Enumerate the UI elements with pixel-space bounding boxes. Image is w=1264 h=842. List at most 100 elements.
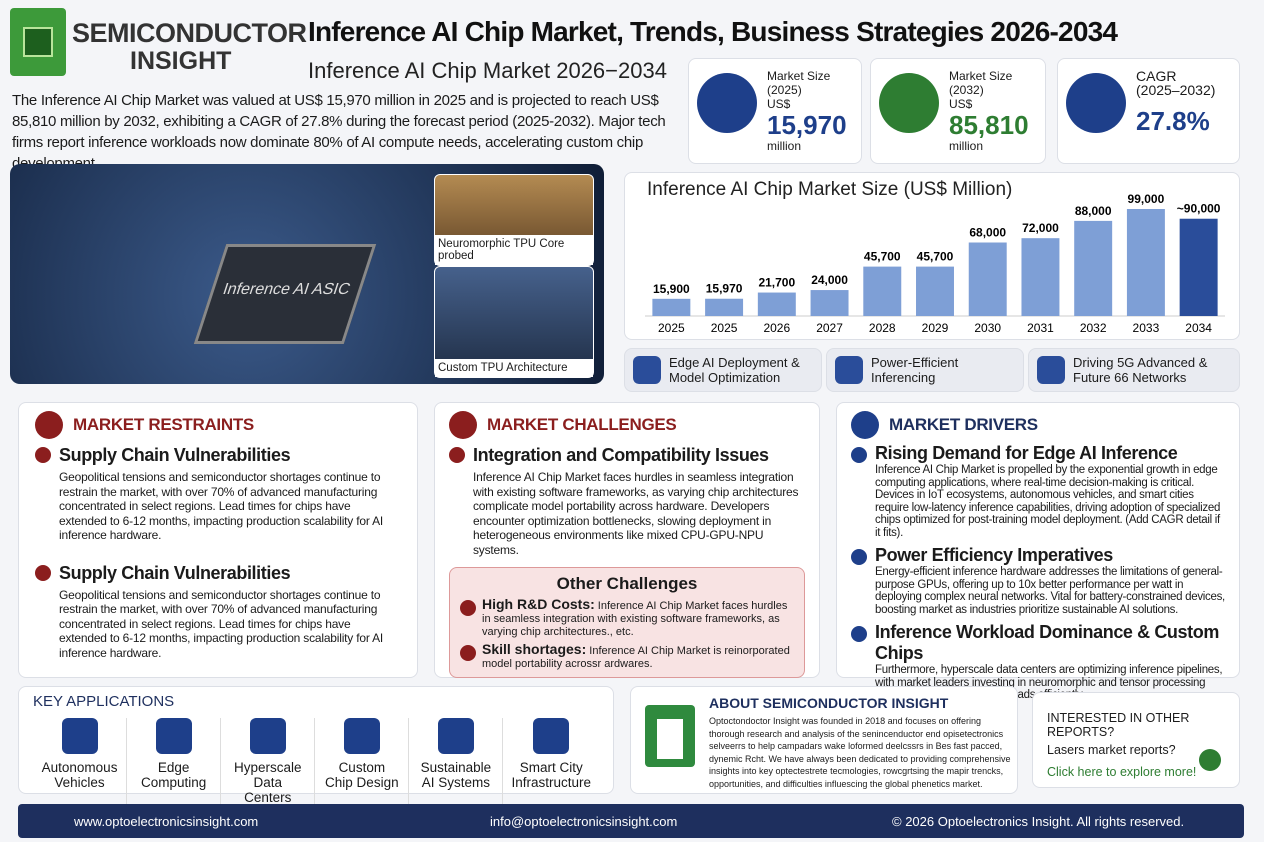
- feature: Edge AI Deployment & Model Optimization: [624, 348, 822, 392]
- about-text: Optoctondoctor Insight was founded in 20…: [709, 716, 1011, 789]
- item-text: Geopolitical tensions and semiconductor …: [59, 470, 384, 542]
- stat-scale: million: [767, 139, 802, 153]
- stat-card: Market Size (2032) US$ 85,810 million: [870, 58, 1046, 164]
- stat-icon: [879, 73, 939, 133]
- bullet: [449, 447, 465, 463]
- item-text: Inference AI Chip Market faces hurdles i…: [473, 470, 799, 557]
- inset-top: Neuromorphic TPU Core probed: [434, 174, 594, 266]
- application: Smart City Infrastructure: [502, 718, 599, 805]
- bar: [916, 266, 954, 316]
- apps-row: Autonomous Vehicles Edge Computing Hypersc…: [33, 718, 599, 805]
- section-icon: [35, 411, 63, 439]
- bar-chart: Inference AI Chip Market Size (US$ Milli…: [624, 172, 1240, 340]
- stat-unit: US$: [949, 97, 973, 111]
- bullet: [460, 645, 476, 661]
- stat-period: (2032): [949, 83, 984, 97]
- bullet: [460, 600, 476, 616]
- item-heading: Supply Chain Vulnerabilities: [59, 445, 291, 465]
- bar: [1126, 209, 1165, 316]
- restraints-panel: MARKET RESTRAINTS Supply Chain Vulnerabil…: [18, 402, 418, 678]
- cta-arrow[interactable]: [1199, 749, 1221, 771]
- applications-panel: KEY APPLICATIONS Autonomous Vehicles Edge …: [18, 686, 614, 805]
- stat-icon: [697, 73, 757, 133]
- section-header: MARKET RESTRAINTS: [35, 411, 401, 439]
- x-tick-label: 2030: [974, 321, 1001, 335]
- intro: The Inference AI Chip Market was valued …: [12, 92, 666, 172]
- logo-line1: SEMICONDUCTOR: [72, 18, 307, 48]
- item-text: Inference AI Chip Market is propelled by…: [875, 464, 1221, 539]
- stat-card: Market Size (2025) US$ 15,970 million: [688, 58, 862, 164]
- section-header: MARKET DRIVERS: [851, 411, 1225, 439]
- apps-title: KEY APPLICATIONS: [33, 693, 175, 710]
- feature-icon: [835, 356, 863, 384]
- cta-panel: INTERESTED IN OTHER REPORTS? Lasers mark…: [1032, 692, 1240, 788]
- cta-link[interactable]: Click here to explore more!: [1047, 765, 1197, 779]
- x-tick-label: 2033: [1133, 321, 1160, 335]
- x-tick-label: 2034: [1185, 321, 1212, 335]
- feature-icon: [1037, 356, 1065, 384]
- bar: [810, 290, 849, 316]
- bullet: [851, 626, 867, 642]
- section-title: MARKET RESTRAINTS: [73, 415, 254, 434]
- bar: [652, 298, 691, 316]
- stat-card: CAGR (2025–2032) 27.8%: [1057, 58, 1240, 164]
- stat-value: 85,810: [949, 110, 1029, 140]
- x-tick-label: 2026: [763, 321, 790, 335]
- other-text: Inference AI Chip Market is reinorporate…: [482, 645, 790, 670]
- about-panel: ABOUT SEMICONDUCTOR INSIGHT Optoctondoct…: [630, 686, 1018, 794]
- bar: [1179, 218, 1218, 316]
- chart-title: Inference AI Chip Market Size (US$ Milli…: [647, 179, 1012, 200]
- stat-scale: million: [949, 139, 984, 153]
- other-term: Skill shortages:: [482, 641, 587, 657]
- drivers-panel: MARKET DRIVERS Rising Demand for Edge AI …: [836, 402, 1240, 701]
- section-header: MARKET CHALLENGES: [449, 411, 805, 439]
- item-text: Energy-efficient inference hardware addr…: [875, 566, 1225, 616]
- section-title: MARKET DRIVERS: [889, 415, 1038, 434]
- feature-icon: [633, 356, 661, 384]
- app-icon: [249, 718, 286, 754]
- item-body: Power Efficiency Imperatives Energy-effic…: [875, 541, 1225, 616]
- item-heading: Integration and Compatibility Issues: [473, 445, 769, 465]
- application: Custom Chip Design: [314, 718, 408, 805]
- section-icon: [449, 411, 477, 439]
- stat-icon: [1066, 73, 1126, 133]
- application: Sustainable AI Systems: [408, 718, 502, 805]
- item: Power Efficiency Imperatives Energy-effic…: [851, 541, 1225, 616]
- value-label: ~90,000: [1177, 202, 1221, 216]
- other-challenges: Other Challenges High R&D Costs: Inference…: [449, 567, 805, 678]
- chip-label: Inference AI ASIC: [193, 244, 377, 344]
- website[interactable]: www.optoelectronicsinsight.com: [74, 814, 259, 829]
- item-body: Integration and Compatibility Issues Infe…: [473, 439, 805, 557]
- bar: [863, 266, 902, 316]
- feature: Driving 5G Advanced & Future 66 Networks: [1028, 348, 1240, 392]
- app-icon: [155, 718, 192, 754]
- cta-sub: Lasers market reports?: [1047, 743, 1176, 757]
- other-item: High R&D Costs: Inference AI Chip Market …: [460, 596, 794, 639]
- app-icon: [437, 718, 474, 754]
- app-icon: [61, 718, 98, 754]
- feature-text: Power-Efficient Inferencing: [871, 355, 959, 385]
- item-body: Rising Demand for Edge AI Inference Infer…: [875, 439, 1225, 539]
- app-label: Smart City Infrastructure: [511, 760, 591, 790]
- other-body: High R&D Costs: Inference AI Chip Market …: [482, 596, 794, 639]
- inset-bottom: Custom TPU Architecture: [434, 266, 594, 378]
- bullet: [35, 447, 51, 463]
- feature-text: Edge AI Deployment & Model Optimization: [669, 355, 800, 385]
- app-icon: [533, 718, 570, 754]
- value-label: 24,000: [811, 273, 848, 287]
- x-tick-label: 2032: [1080, 321, 1107, 335]
- logo-line2: INSIGHT: [130, 47, 232, 75]
- bar: [1074, 220, 1113, 316]
- item-body: Inference Workload Dominance & Custom Ch…: [875, 618, 1225, 702]
- bar: [757, 292, 796, 316]
- item-heading: Power Efficiency Imperatives: [875, 545, 1113, 565]
- value-label: 68,000: [969, 226, 1006, 240]
- email[interactable]: info@optoelectronicsinsight.com: [490, 814, 678, 829]
- other-body: Skill shortages: Inference AI Chip Market…: [482, 641, 794, 671]
- bullet: [35, 564, 51, 581]
- chip-image: Inference AI ASIC Neuromorphic TPU Core …: [10, 164, 604, 384]
- other-term: High R&D Costs:: [482, 596, 595, 612]
- logo-icon: [10, 8, 66, 76]
- about-icon: [645, 705, 695, 767]
